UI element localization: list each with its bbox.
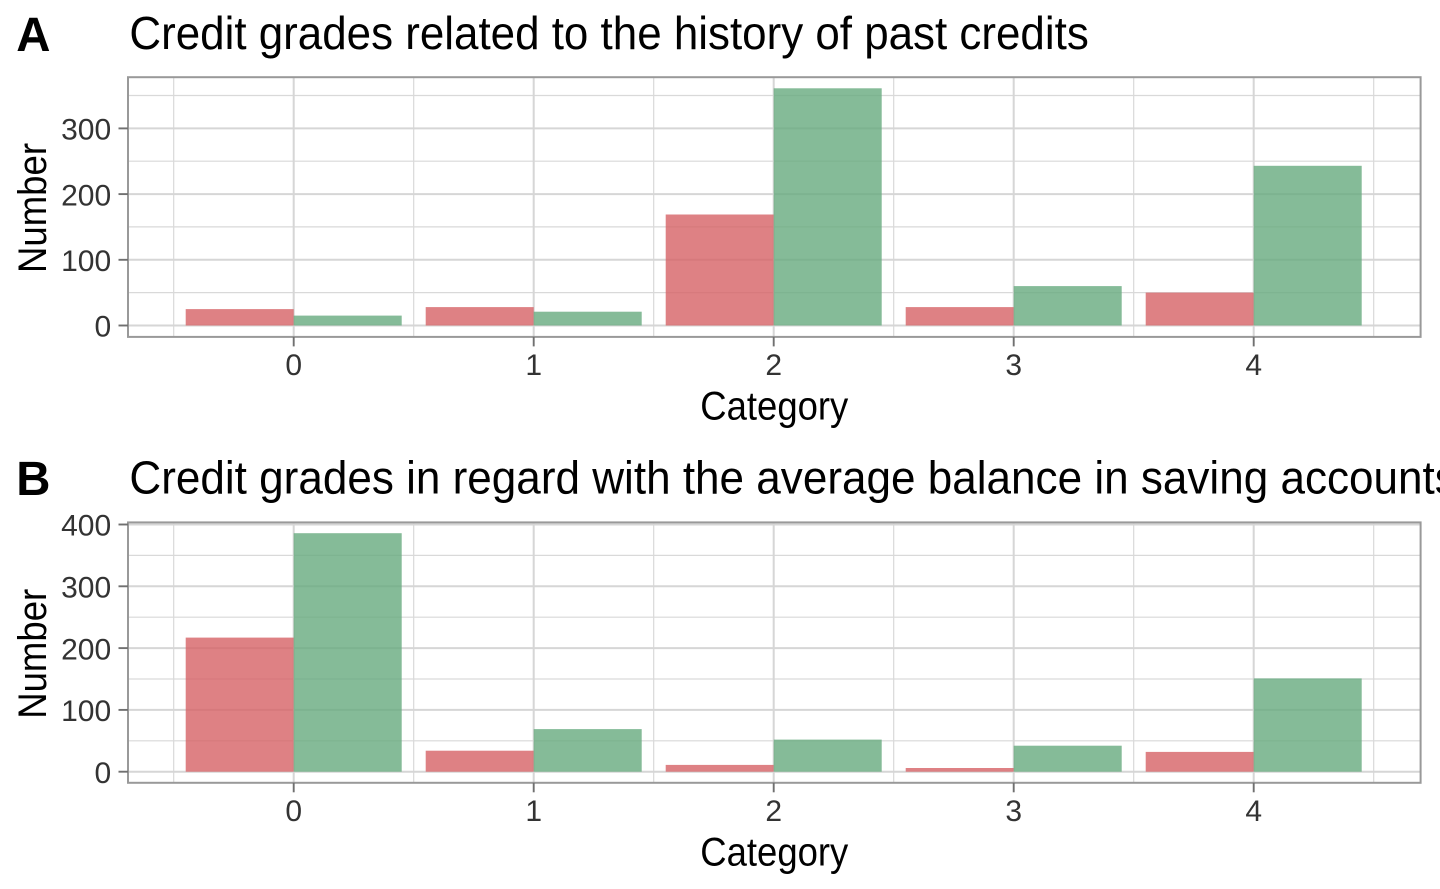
- svg-text:3: 3: [1005, 349, 1022, 382]
- svg-text:400: 400: [61, 510, 111, 543]
- svg-text:Credit grades in regard with t: Credit grades in regard with the average…: [129, 452, 1440, 504]
- svg-text:Category: Category: [700, 384, 848, 428]
- svg-text:1: 1: [525, 349, 542, 382]
- svg-text:Credit grades related to the h: Credit grades related to the history of …: [129, 7, 1088, 59]
- svg-text:A: A: [16, 8, 50, 62]
- svg-text:300: 300: [61, 572, 111, 605]
- svg-text:200: 200: [61, 179, 111, 212]
- svg-text:0: 0: [285, 795, 302, 828]
- svg-text:4: 4: [1245, 795, 1262, 828]
- svg-text:4: 4: [1245, 349, 1262, 382]
- svg-text:100: 100: [61, 695, 111, 728]
- svg-text:0: 0: [95, 757, 112, 790]
- svg-text:B: B: [16, 452, 50, 506]
- svg-text:2: 2: [765, 795, 782, 828]
- svg-text:3: 3: [1005, 795, 1022, 828]
- svg-text:2: 2: [765, 349, 782, 382]
- svg-text:0: 0: [95, 311, 112, 344]
- svg-text:1: 1: [525, 795, 542, 828]
- svg-text:Number: Number: [11, 143, 55, 273]
- svg-text:300: 300: [61, 114, 111, 147]
- svg-text:Number: Number: [11, 589, 55, 719]
- svg-text:Category: Category: [700, 831, 848, 875]
- svg-text:100: 100: [61, 245, 111, 278]
- svg-text:0: 0: [285, 349, 302, 382]
- svg-text:200: 200: [61, 633, 111, 666]
